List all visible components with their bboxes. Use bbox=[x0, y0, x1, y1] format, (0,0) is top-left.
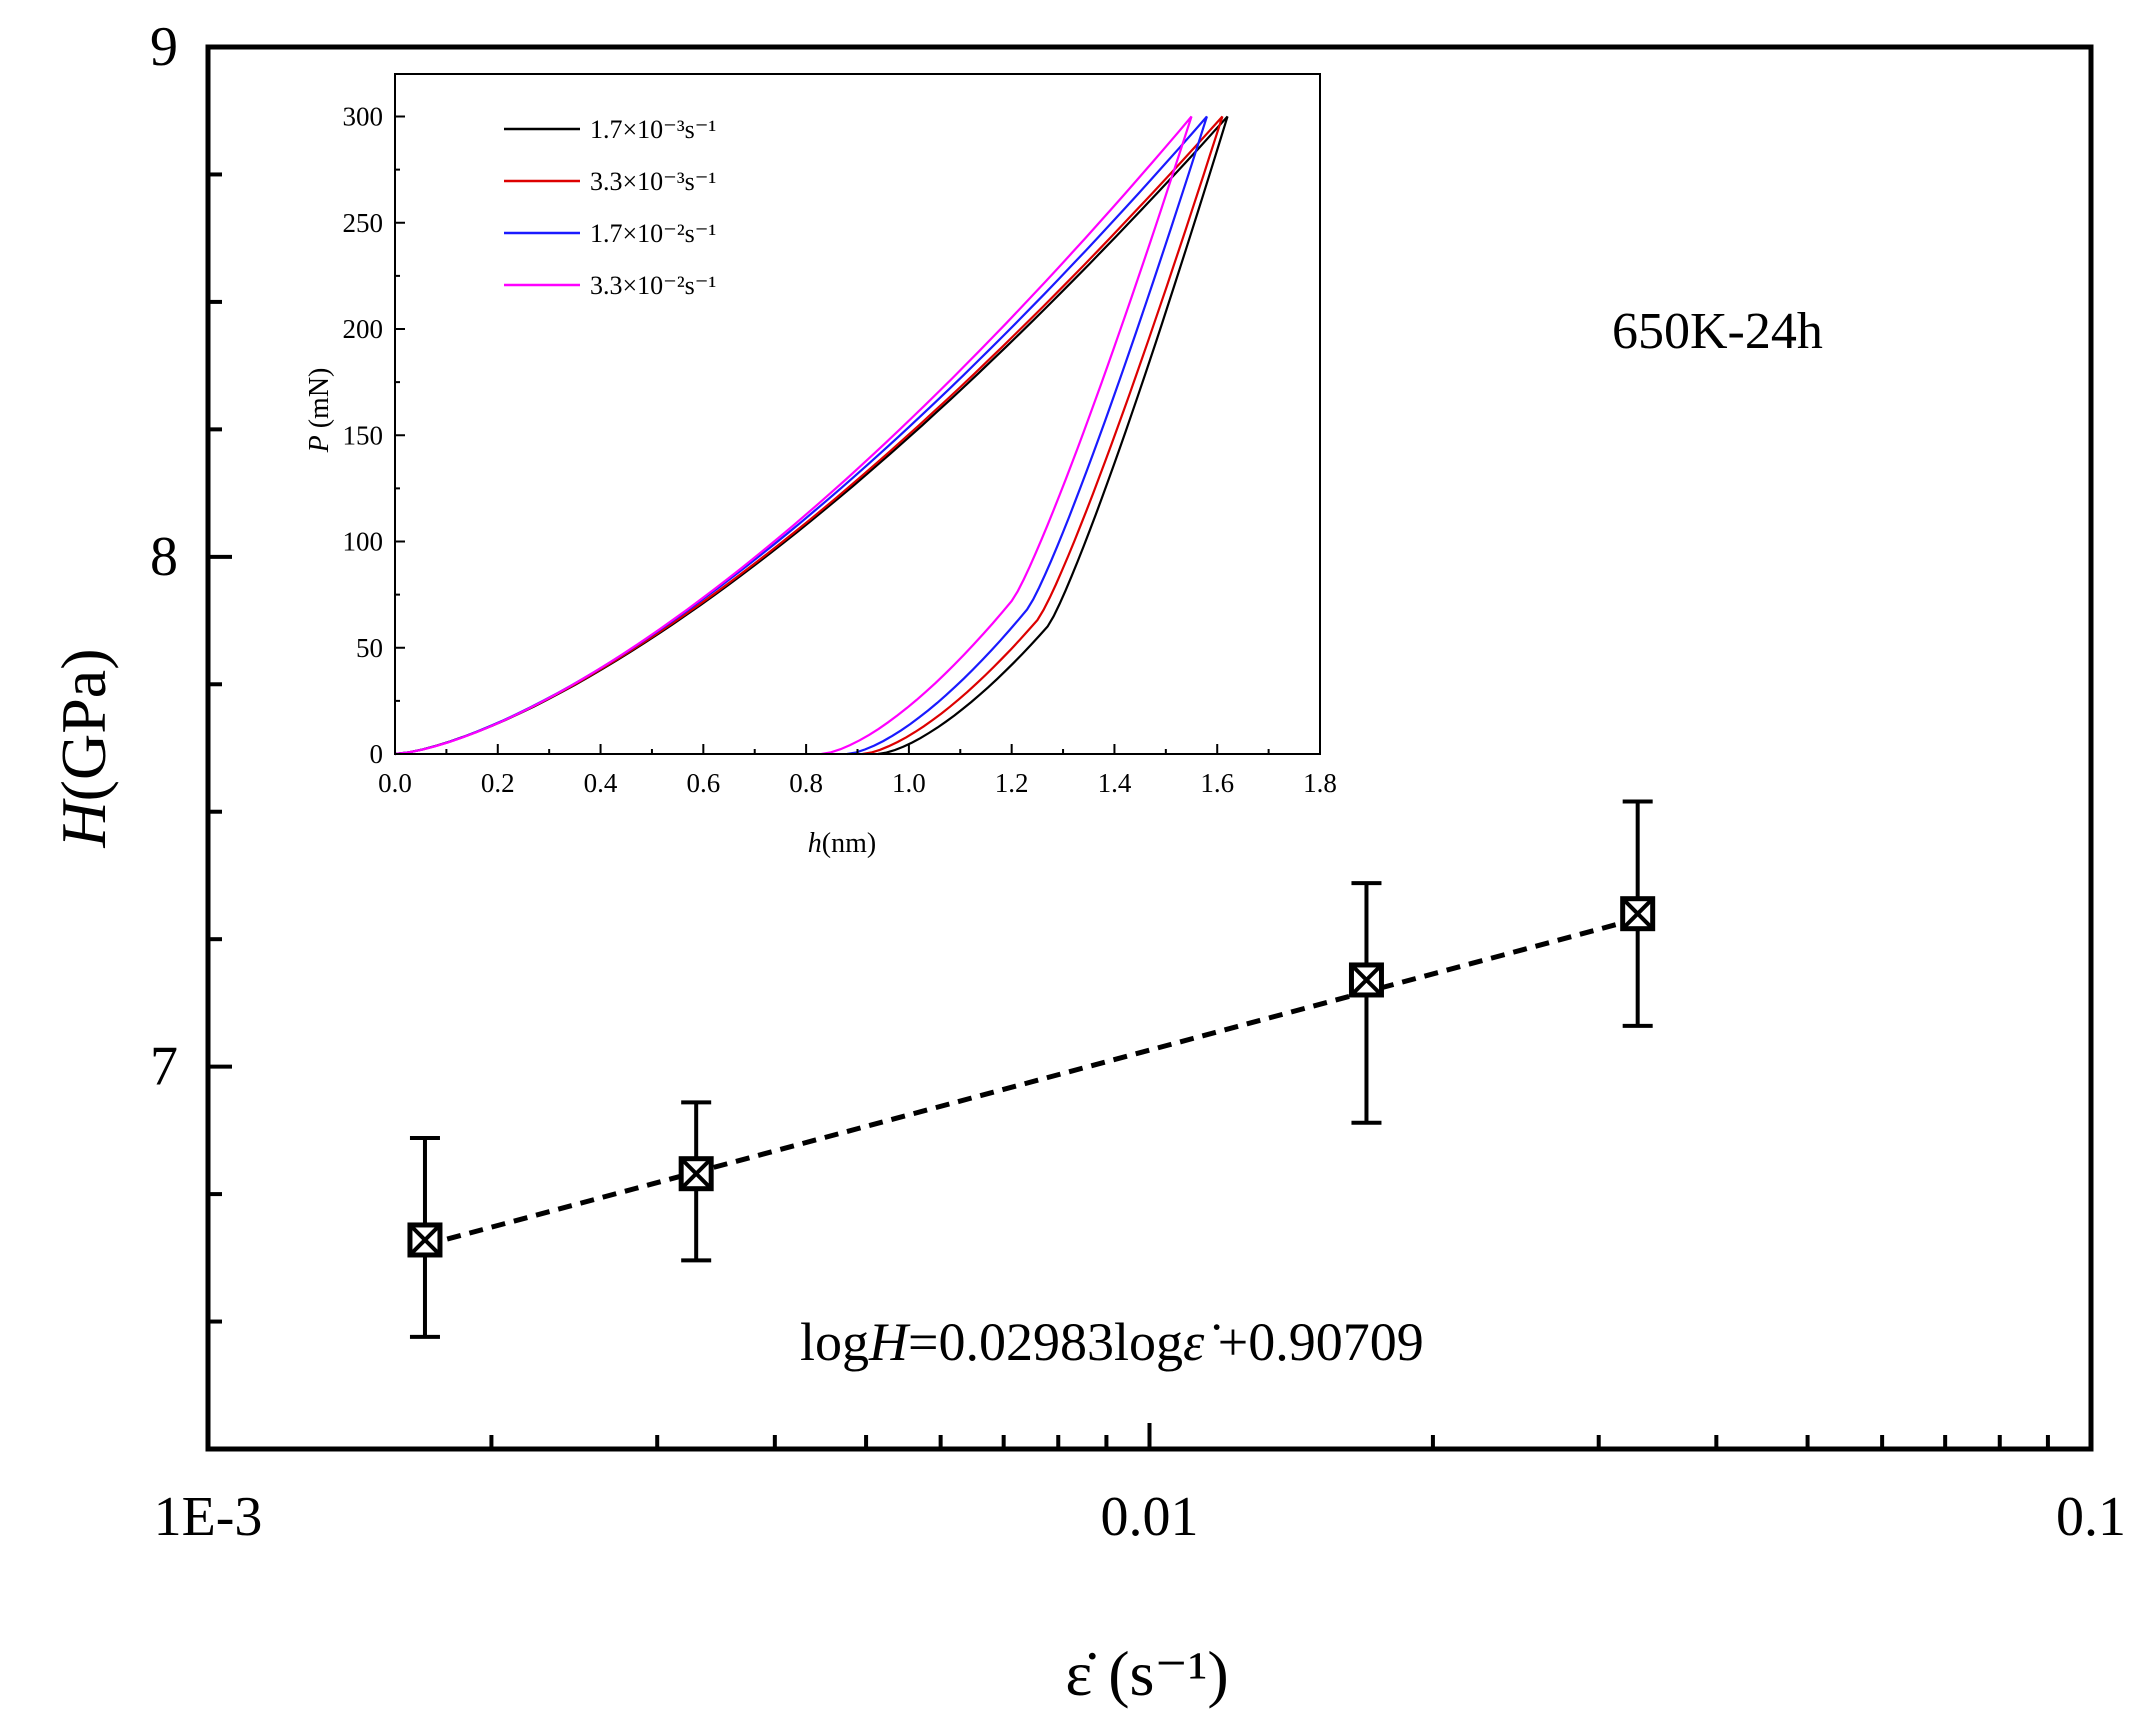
data-point bbox=[1620, 799, 1656, 1028]
inset-x-tick-label: 1.8 bbox=[1303, 768, 1337, 798]
load-unload-curve bbox=[394, 115, 1224, 756]
inset-x-tick-label: 0.8 bbox=[789, 768, 823, 798]
inset-x-tick-label: 1.0 bbox=[892, 768, 926, 798]
fit-equation: logH=0.02983logε̇ +0.90709 bbox=[800, 1312, 1424, 1372]
y-tick-label: 7 bbox=[150, 1036, 178, 1098]
inset-x-tick-label: 0.4 bbox=[584, 768, 618, 798]
data-point bbox=[678, 1100, 714, 1263]
inset-x-tick-label: 0.6 bbox=[686, 768, 720, 798]
legend-label: 3.3×10⁻²s⁻¹ bbox=[590, 271, 716, 300]
inset-background bbox=[395, 74, 1320, 754]
main-plot-frame bbox=[205, 44, 2094, 1452]
inset-y-tick-label: 150 bbox=[343, 420, 384, 450]
inset-axis-ticks bbox=[394, 115, 1321, 755]
legend-label: 1.7×10⁻³s⁻¹ bbox=[590, 115, 716, 144]
inset-chart: 0.0 0.2 0.4 0.6 0.8 1.0 1.2 1.4 1.6 1.8 0 50 100 150… bbox=[304, 73, 1337, 859]
y-tick-label: 9 bbox=[150, 16, 178, 78]
inset-y-tick-label: 0 bbox=[370, 739, 384, 769]
marker-cross bbox=[408, 1223, 442, 1257]
legend-label: 1.7×10⁻²s⁻¹ bbox=[590, 219, 716, 248]
inset-x-tick-labels: 0.0 0.2 0.4 0.6 0.8 1.0 1.2 1.4 1.6 1.8 bbox=[378, 768, 1337, 798]
y-tick-label: 8 bbox=[150, 526, 178, 588]
inset-y-tick-label: 200 bbox=[343, 314, 384, 344]
fit-line bbox=[424, 916, 1639, 1248]
marker-cross bbox=[1350, 963, 1383, 997]
inset-x-tick-label: 1.6 bbox=[1200, 768, 1234, 798]
inset-y-tick-label: 50 bbox=[356, 633, 383, 663]
inset-y-tick-labels: 0 50 100 150 200 250 300 bbox=[343, 102, 384, 770]
x-tick-label: 1E-3 bbox=[154, 1486, 263, 1548]
main-x-tick-labels: 1E-3 0.01 0.1 bbox=[154, 1486, 2126, 1548]
main-y-tick-labels: 7 8 9 bbox=[150, 16, 178, 1098]
inset-x-tick-label: 0.2 bbox=[481, 768, 515, 798]
data-point bbox=[407, 1136, 443, 1339]
sample-annotation: 650K-24h bbox=[1612, 303, 1823, 360]
inset-x-tick-label: 0.0 bbox=[378, 768, 412, 798]
main-y-axis-title: H(GPa) bbox=[48, 648, 119, 848]
inset-x-tick-label: 1.4 bbox=[1098, 768, 1132, 798]
load-unload-curve bbox=[394, 115, 1193, 756]
inset-y-tick-label: 100 bbox=[343, 527, 384, 557]
inset-curves bbox=[394, 115, 1229, 756]
main-chart: 1E-3 0.01 0.1 7 8 9 H(GPa) ε̇ (s⁻¹) 650K-24h… bbox=[48, 16, 2126, 1709]
inset-legend: 1.7×10⁻³s⁻¹ 3.3×10⁻³s⁻¹ 1.7×10⁻²s⁻¹ 3.3×10⁻… bbox=[504, 115, 716, 300]
inset-y-tick-label: 300 bbox=[343, 102, 384, 132]
inset-y-axis-title: P (mN) bbox=[304, 368, 335, 454]
main-x-axis-title: ε̇ (s⁻¹) bbox=[1065, 1638, 1228, 1709]
inset-x-tick-label: 1.2 bbox=[995, 768, 1029, 798]
marker-cross bbox=[1621, 897, 1655, 931]
marker-cross bbox=[679, 1157, 713, 1191]
inset-y-tick-label: 250 bbox=[343, 208, 384, 238]
x-tick-label: 0.01 bbox=[1101, 1486, 1199, 1548]
data-point bbox=[1348, 881, 1384, 1125]
inset-x-axis-title: h(nm) bbox=[808, 828, 876, 859]
x-tick-label: 0.1 bbox=[2056, 1486, 2126, 1548]
legend-label: 3.3×10⁻³s⁻¹ bbox=[590, 167, 716, 196]
data-points bbox=[407, 799, 1656, 1339]
